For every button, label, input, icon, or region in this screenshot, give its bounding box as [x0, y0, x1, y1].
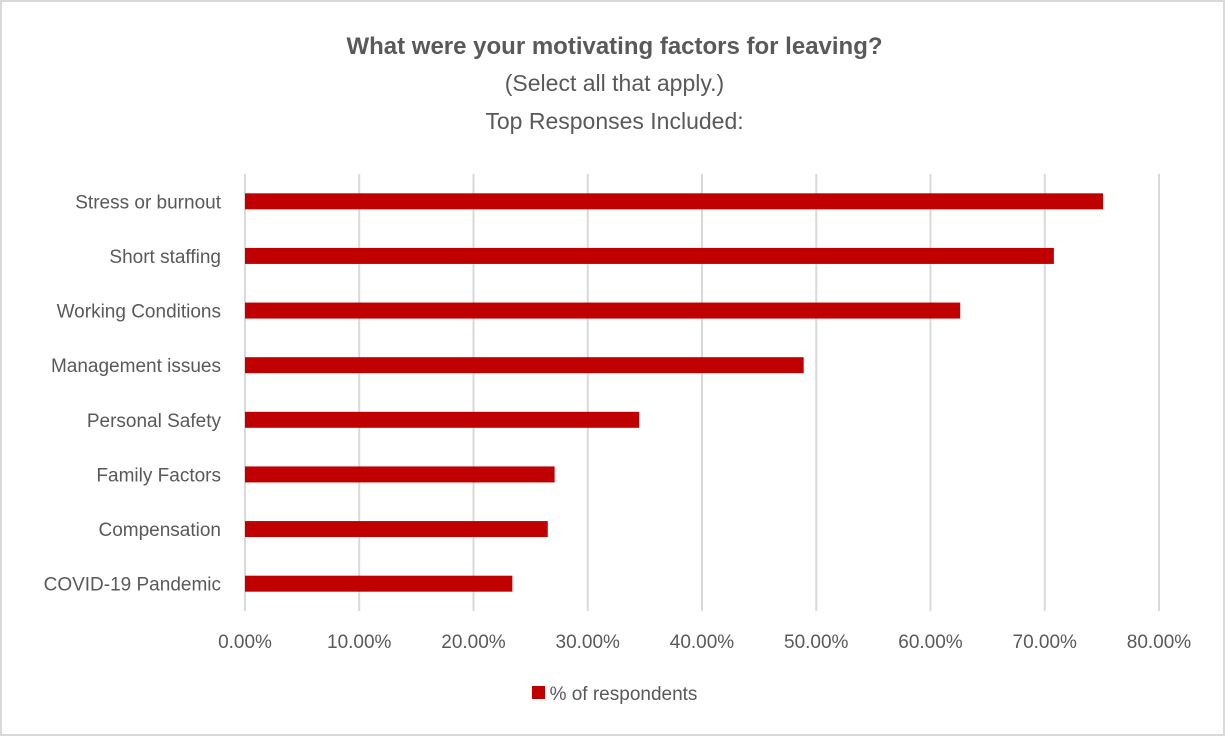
category-label: Working Conditions	[57, 302, 221, 323]
x-tick-label: 20.00%	[441, 632, 506, 653]
bar	[245, 357, 804, 374]
x-tick-label: 0.00%	[218, 632, 272, 653]
chart-title-block: What were your motivating factors for le…	[2, 30, 1225, 140]
category-label: Stress or burnout	[75, 192, 221, 213]
x-tick-label: 60.00%	[898, 632, 963, 653]
x-tick-label: 10.00%	[327, 632, 392, 653]
x-tick-label: 40.00%	[670, 632, 735, 653]
category-label: Personal Safety	[87, 411, 222, 432]
category-label: COVID-19 Pandemic	[44, 575, 221, 596]
category-label: Short staffing	[109, 247, 221, 268]
chart-legend: % of respondents	[2, 684, 1225, 706]
bar	[245, 466, 555, 483]
category-label: Management issues	[51, 356, 221, 377]
bar	[245, 193, 1104, 210]
legend-label: % of respondents	[549, 684, 698, 705]
chart-title: What were your motivating factors for le…	[346, 33, 883, 60]
x-tick-label: 50.00%	[784, 632, 849, 653]
bar	[245, 302, 961, 319]
bar	[245, 521, 548, 538]
bar	[245, 575, 513, 592]
category-label: Compensation	[98, 520, 221, 541]
chart-subtitle-line-2: Top Responses Included:	[485, 108, 744, 134]
category-label: Family Factors	[96, 465, 221, 486]
legend-swatch	[531, 686, 545, 700]
chart-subtitle-line-1: (Select all that apply.)	[504, 70, 725, 96]
x-tick-label: 80.00%	[1127, 632, 1192, 653]
x-tick-label: 30.00%	[556, 632, 621, 653]
x-tick-label: 70.00%	[1013, 632, 1078, 653]
bar	[245, 411, 640, 428]
bar	[245, 247, 1054, 264]
